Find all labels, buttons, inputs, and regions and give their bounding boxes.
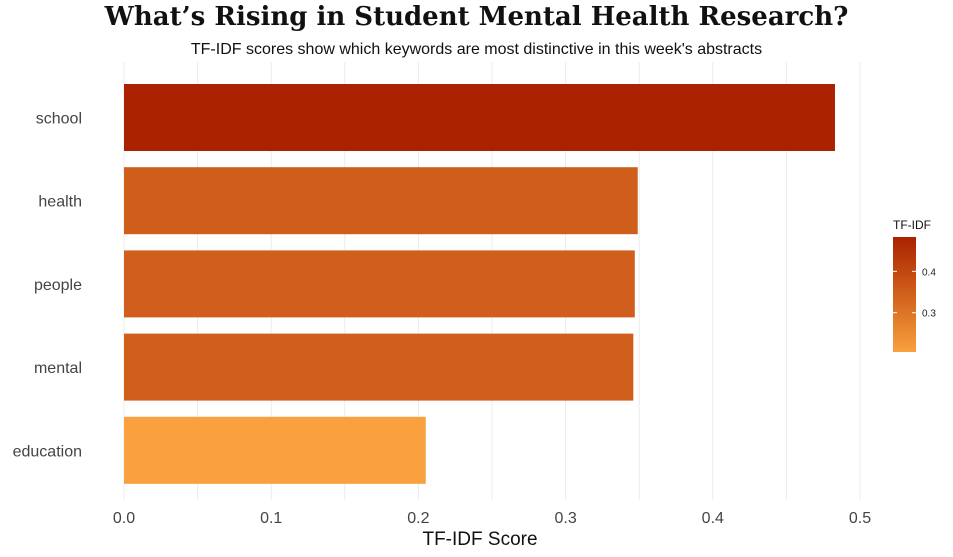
x-tick-label: 0.0 xyxy=(113,510,135,527)
x-axis-title: TF-IDF Score xyxy=(422,529,537,550)
bar-people xyxy=(124,250,635,318)
x-tick-label: 0.4 xyxy=(702,510,724,527)
legend-colorbar xyxy=(893,237,916,352)
chart-subtitle: TF-IDF scores show which keywords are mo… xyxy=(190,41,763,58)
x-tick-label: 0.2 xyxy=(407,510,429,527)
bar-health xyxy=(124,167,638,235)
bar-education xyxy=(124,416,426,484)
x-tick-label: 0.1 xyxy=(260,510,282,527)
category-label: education xyxy=(13,443,82,460)
bars xyxy=(124,84,835,484)
category-label: mental xyxy=(34,360,82,377)
bar-school xyxy=(124,84,835,151)
x-tick-label: 0.3 xyxy=(554,510,576,527)
legend-ticks: 0.3 0.4 xyxy=(893,267,936,320)
color-legend: TF-IDF 0.3 0.4 xyxy=(893,218,936,352)
category-label: people xyxy=(34,277,82,294)
chart-title: What’s Rising in Student Mental Health R… xyxy=(104,2,849,32)
bar-mental xyxy=(124,333,634,401)
legend-title: TF-IDF xyxy=(893,218,931,232)
legend-tick-label: 0.4 xyxy=(922,267,936,278)
category-label: health xyxy=(38,194,82,211)
legend-tick-label: 0.3 xyxy=(922,309,936,320)
category-labels: school health people mental education xyxy=(13,111,82,461)
category-label: school xyxy=(36,111,82,128)
x-axis-ticks: 0.0 0.1 0.2 0.3 0.4 0.5 xyxy=(113,510,871,527)
x-tick-label: 0.5 xyxy=(849,510,871,527)
